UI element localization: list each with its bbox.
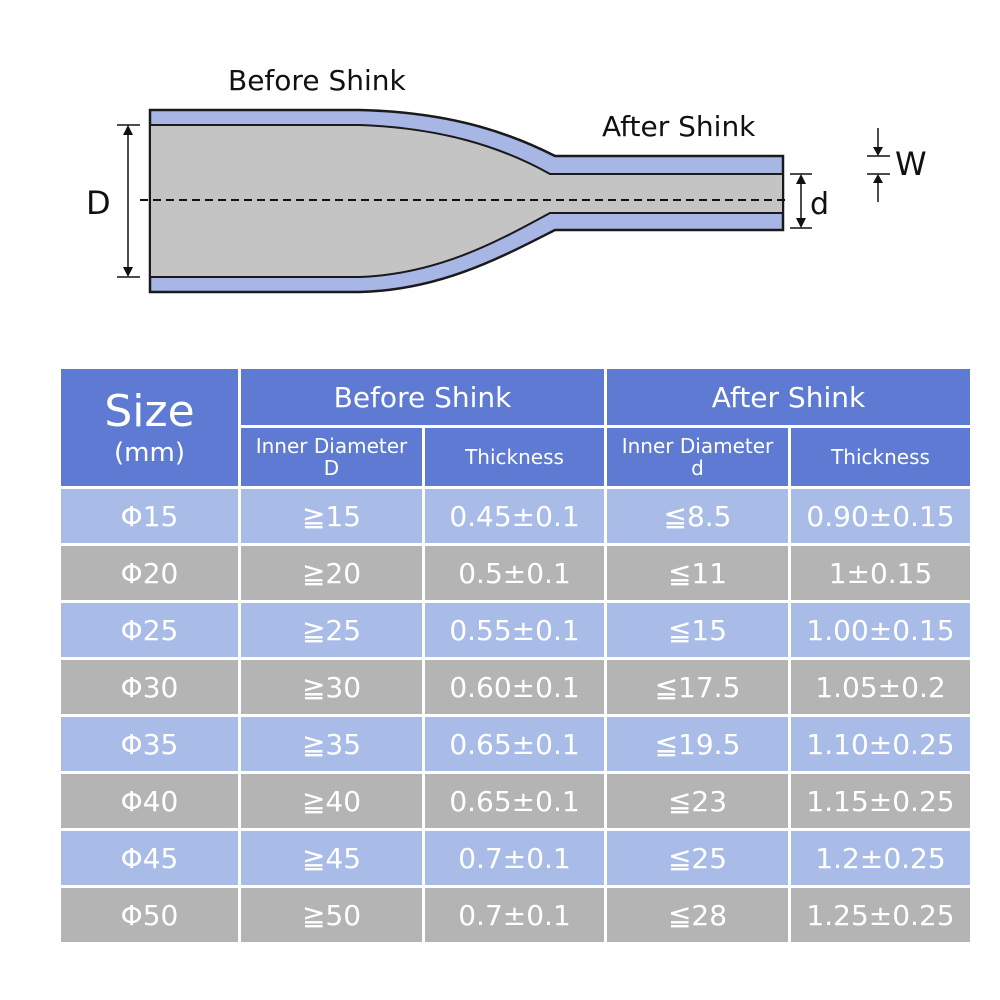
before-thickness-cell: 0.5±0.1 [422,543,607,603]
after-id-cell: ≦25 [604,828,791,888]
table-row: Φ50 ≧50 0.7±0.1 ≦28 1.25±0.25 [58,885,973,945]
before-id-cell: ≧25 [238,600,425,660]
dimension-W [867,128,890,202]
table-row: Φ40 ≧40 0.65±0.1 ≦23 1.15±0.25 [58,771,973,831]
after-id-cell: ≦17.5 [604,657,791,717]
after-inner-diameter-header: Inner Diameter d [604,425,791,489]
size-cell: Φ30 [58,657,241,717]
after-thickness-cell: 1.05±0.2 [788,657,973,717]
after-thickness-cell: 1.2±0.25 [788,828,973,888]
label-after-shrink: After Shink [602,110,756,143]
after-id-cell: ≦23 [604,771,791,831]
before-inner-symbol: D [323,456,340,480]
before-id-cell: ≧45 [238,828,425,888]
before-thickness-cell: 0.7±0.1 [422,885,607,945]
after-thickness-cell: 0.90±0.15 [788,486,973,546]
before-shrink-header: Before Shink [238,366,607,428]
size-cell: Φ45 [58,828,241,888]
before-thickness-cell: 0.65±0.1 [422,771,607,831]
after-id-cell: ≦19.5 [604,714,791,774]
size-cell: Φ35 [58,714,241,774]
size-cell: Φ25 [58,600,241,660]
dimension-d [790,173,812,229]
before-thickness-cell: 0.45±0.1 [422,486,607,546]
before-id-cell: ≧30 [238,657,425,717]
size-cell: Φ40 [58,771,241,831]
table-row: Φ20 ≧20 0.5±0.1 ≦11 1±0.15 [58,543,973,603]
label-W: W [895,145,927,183]
before-id-cell: ≧20 [238,543,425,603]
size-title: Size [104,385,195,437]
table-row: Φ30 ≧30 0.60±0.1 ≦17.5 1.05±0.2 [58,657,973,717]
table-row: Φ15 ≧15 0.45±0.1 ≦8.5 0.90±0.15 [58,486,973,546]
after-inner-label: Inner Diameter [621,434,774,458]
before-id-cell: ≧50 [238,885,425,945]
before-id-cell: ≧35 [238,714,425,774]
after-thickness-cell: 1.00±0.15 [788,600,973,660]
size-header: Size (mm) [58,366,241,489]
size-cell: Φ20 [58,543,241,603]
before-inner-label: Inner Diameter [255,434,408,458]
before-thickness-cell: 0.55±0.1 [422,600,607,660]
dimension-D [117,124,140,278]
before-id-cell: ≧40 [238,771,425,831]
before-inner-diameter-header: Inner Diameter D [238,425,425,489]
before-id-cell: ≧15 [238,486,425,546]
after-id-cell: ≦15 [604,600,791,660]
label-D: D [86,184,111,222]
after-thickness-cell: 1.25±0.25 [788,885,973,945]
before-thickness-cell: 0.65±0.1 [422,714,607,774]
after-thickness-header: Thickness [788,425,973,489]
table-row: Φ45 ≧45 0.7±0.1 ≦25 1.2±0.25 [58,828,973,888]
size-cell: Φ50 [58,885,241,945]
after-thickness-cell: 1.10±0.25 [788,714,973,774]
size-unit: (mm) [114,437,185,468]
after-thickness-cell: 1±0.15 [788,543,973,603]
shrink-tube-diagram: D d W Before Shink After Shink [86,64,927,294]
table-row: Φ25 ≧25 0.55±0.1 ≦15 1.00±0.15 [58,600,973,660]
size-cell: Φ15 [58,486,241,546]
before-thickness-cell: 0.7±0.1 [422,828,607,888]
table-row: Φ35 ≧35 0.65±0.1 ≦19.5 1.10±0.25 [58,714,973,774]
label-d: d [810,187,829,222]
after-thickness-cell: 1.15±0.25 [788,771,973,831]
after-id-cell: ≦8.5 [604,486,791,546]
before-thickness-cell: 0.60±0.1 [422,657,607,717]
label-before-shrink: Before Shink [228,64,406,97]
before-thickness-header: Thickness [422,425,607,489]
after-inner-symbol: d [691,456,704,480]
after-id-cell: ≦11 [604,543,791,603]
after-id-cell: ≦28 [604,885,791,945]
spec-table: Size (mm) Before Shink After Shink Inner… [58,366,973,945]
after-shrink-header: After Shink [604,366,973,428]
